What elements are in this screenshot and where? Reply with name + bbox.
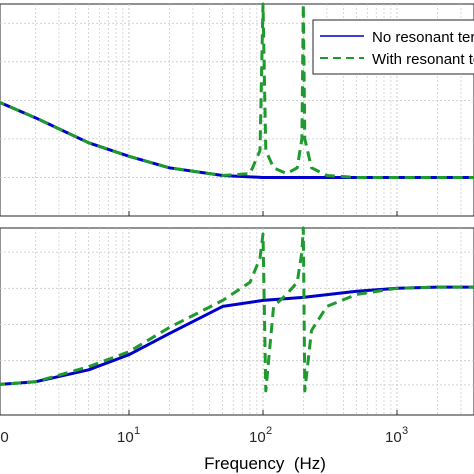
- x-tick-exp-1: 1: [134, 425, 140, 437]
- x-axis-label: Frequency (Hz): [204, 454, 326, 473]
- x-tick-exp-3: 3: [402, 425, 408, 437]
- top-series: [0, 2, 474, 179]
- legend-label-no-resonant: No resonant term: [372, 29, 474, 46]
- legend-box: [312, 19, 474, 75]
- bottom-series: [0, 226, 474, 393]
- x-tick-labels: 10 10 1 10 2 10 3: [0, 425, 408, 446]
- x-tick-label-10-0: 10: [0, 429, 9, 446]
- legend-label-with-resonant: With resonant term: [372, 51, 474, 68]
- x-tick-label-10-2: 10: [249, 429, 266, 446]
- bottom-panel: [0, 226, 474, 416]
- top-panel: No resonant term With resonant term: [0, 2, 474, 217]
- bottom-grid: [0, 228, 474, 415]
- legend: No resonant term With resonant term: [312, 19, 474, 75]
- bottom-plot-area: [0, 227, 474, 416]
- x-tick-label-10-1: 10: [117, 429, 134, 446]
- x-tick-label-10-3: 10: [385, 429, 402, 446]
- x-tick-exp-2: 2: [266, 425, 272, 437]
